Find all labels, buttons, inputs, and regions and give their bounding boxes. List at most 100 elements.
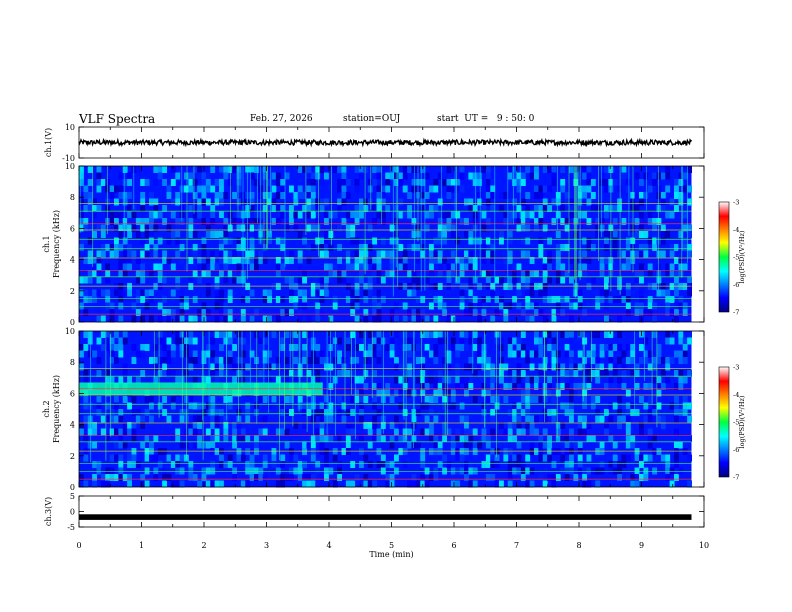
spectrogram-cell	[472, 205, 478, 212]
spectrogram-cell	[625, 389, 631, 397]
spectrogram-cell	[297, 231, 303, 238]
spectrogram-cell	[538, 370, 544, 377]
spectrogram-cell	[332, 454, 338, 462]
spectrogram-cell	[118, 315, 124, 323]
spectrogram-cell	[547, 363, 553, 371]
spectrogram-cell	[534, 166, 539, 173]
spectrogram-cell	[450, 376, 456, 384]
spectrogram-cell	[302, 461, 308, 468]
spectrogram-cell	[573, 370, 579, 377]
spectrogram-cell	[232, 435, 238, 442]
spectrogram-cell	[569, 276, 574, 284]
spectrogram-cell	[512, 211, 518, 219]
spectrogram-cell	[280, 237, 286, 245]
spectrogram-cell	[455, 315, 461, 323]
spectrogram-cell	[389, 263, 395, 271]
spectrogram-cell	[394, 357, 399, 364]
spectrogram-cell	[612, 370, 618, 377]
spectrogram-cell	[433, 185, 439, 193]
spectrogram-cell	[87, 205, 93, 212]
spectrogram-cell	[516, 344, 522, 351]
spectrogram-cell	[232, 270, 238, 277]
spectrogram-cell	[275, 441, 281, 449]
spectrogram-cell	[520, 224, 526, 232]
spectrogram-cell	[687, 370, 693, 377]
spectrogram-cell	[201, 309, 207, 316]
spectrogram-cell	[468, 198, 474, 206]
spectrogram-cell	[665, 263, 671, 271]
spectrogram-cell	[459, 344, 465, 351]
spectrogram-cell	[634, 461, 640, 468]
spectrogram-cell	[547, 389, 553, 397]
spectrogram-cell	[625, 296, 631, 303]
spectrogram-cell	[310, 192, 316, 199]
spectrogram-cell	[464, 461, 469, 468]
spectrogram-cell	[118, 350, 124, 358]
spectrogram-cell	[127, 454, 133, 462]
spectrogram-cell	[127, 218, 133, 225]
spectrogram-cell	[363, 315, 369, 323]
spectrogram-cell	[376, 315, 382, 323]
spectrogram-cell	[153, 357, 159, 364]
spectrogram-cell	[118, 185, 124, 193]
spectrogram-cell	[547, 205, 553, 212]
spectrogram-cell	[367, 344, 373, 351]
spectrogram-cell	[647, 396, 653, 403]
spectrogram-cell	[538, 205, 544, 212]
spectrogram-cell	[205, 480, 211, 488]
spectrogram-cell	[608, 363, 614, 371]
spectrogram-cell	[442, 357, 448, 364]
spectrogram-cell	[468, 263, 474, 271]
spectrogram-cell	[516, 454, 522, 462]
spectrogram-cell	[223, 315, 229, 323]
spectrogram-cell	[398, 244, 404, 251]
spectrogram-cell	[310, 244, 316, 251]
x-tick-label: 6	[451, 541, 456, 550]
spectrogram-cell	[402, 315, 408, 323]
spectrogram-cell	[516, 205, 522, 212]
spectrogram-cell	[599, 344, 605, 351]
spectrogram-cell	[485, 198, 491, 206]
spectrogram-cell	[284, 474, 290, 481]
spectrogram-cell	[569, 409, 574, 416]
spectrogram-cell	[389, 257, 395, 264]
spectrogram-cell	[595, 331, 601, 338]
spectrogram-cell	[569, 389, 574, 397]
spectrogram-cell	[420, 428, 426, 436]
spectrogram-cell	[665, 166, 671, 173]
spectrogram-cell	[219, 480, 224, 488]
spectrogram-cell	[542, 428, 548, 436]
spectrogram-cell	[179, 441, 185, 449]
spectrogram-cell	[555, 474, 561, 481]
spectrogram-cell	[166, 331, 172, 338]
spectrogram-cell	[249, 250, 255, 258]
spectrogram-cell	[302, 357, 308, 364]
spectrogram-cell	[350, 231, 356, 238]
spectrogram-cell	[306, 357, 312, 364]
spectrogram-cell	[236, 237, 242, 245]
spectrogram-cell	[249, 289, 255, 297]
spectrogram-cell	[525, 250, 531, 258]
spectrogram-cell	[118, 474, 124, 481]
spectrogram-cell	[604, 231, 609, 238]
spectrogram-cell	[612, 441, 618, 449]
spectrogram-cell	[630, 350, 636, 358]
spectrogram-cell	[197, 480, 203, 488]
spectrogram-cell	[660, 454, 666, 462]
spectrogram-cell	[350, 211, 356, 219]
spectrogram-cell	[455, 185, 461, 193]
spectrogram-cell	[236, 276, 242, 284]
spectrogram-cell	[184, 172, 189, 180]
spectrogram-cell	[96, 315, 102, 323]
spectrogram-cell	[639, 422, 644, 429]
spectrogram-cell	[363, 454, 369, 462]
spectrogram-cell	[149, 454, 154, 462]
spectrogram-cell	[337, 179, 343, 186]
spectrogram-cell	[595, 296, 601, 303]
spectrogram-cell	[315, 461, 321, 468]
spectrogram-cell	[634, 474, 640, 481]
spectrogram-cell	[687, 454, 693, 462]
spectrogram-cell	[380, 185, 386, 193]
spectrogram-cell	[372, 415, 378, 423]
spectrogram-cell	[674, 415, 679, 423]
